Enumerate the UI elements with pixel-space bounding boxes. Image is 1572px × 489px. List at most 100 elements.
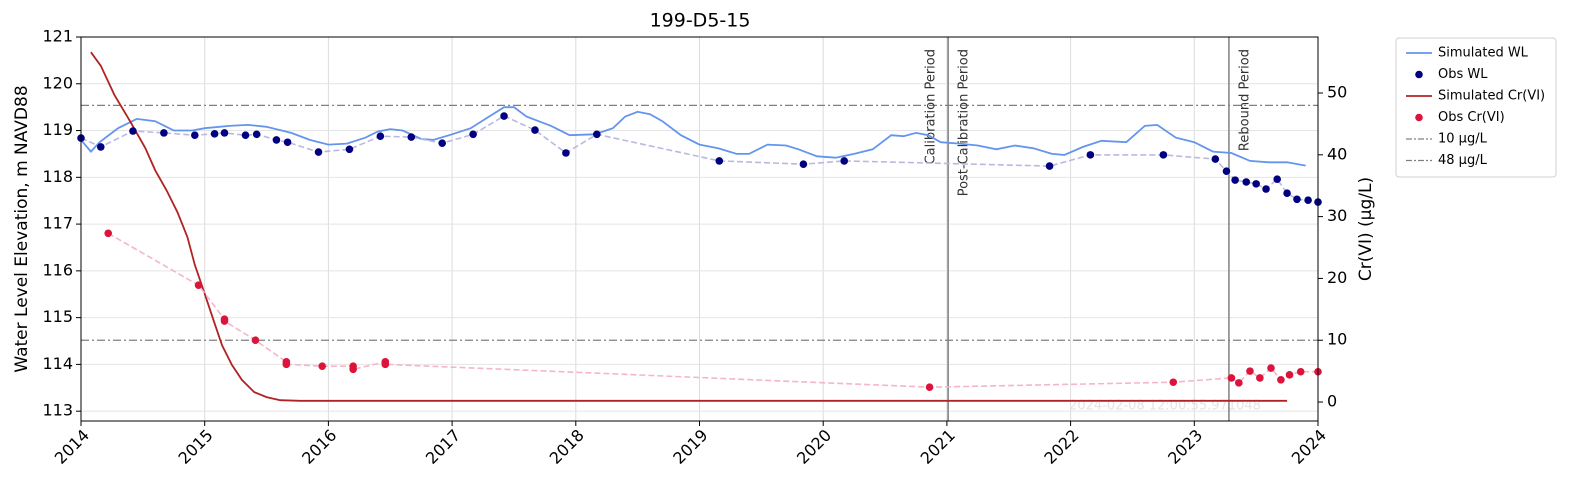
x-tick-label: 2015 [174,426,216,468]
y-tick-label: 115 [42,307,73,326]
point [104,229,113,238]
point [1159,151,1168,159]
point [220,129,229,137]
point [160,129,168,137]
point [469,130,477,139]
point [272,136,281,144]
point [282,360,291,369]
legend-label: Simulated WL [1438,46,1529,61]
point [345,145,354,154]
point [283,138,292,147]
y2-tick-label: 40 [1327,144,1347,163]
point [1086,151,1095,159]
point [252,130,261,139]
point [1296,367,1305,376]
series-line [81,106,1306,167]
point [593,130,601,139]
point [799,160,808,169]
point [381,360,390,369]
y-tick-label: 116 [42,260,73,279]
point [1235,379,1243,387]
point [562,149,570,157]
point [438,139,447,147]
point [715,157,724,165]
point [1256,374,1264,382]
y-axis-label: Water Level Elevation, m NAVD88 [12,85,32,372]
y-tick-label: 117 [42,214,73,233]
period-label: Post-Calibration Period [957,49,972,196]
point [1252,180,1260,188]
period-label: Rebound Period [1237,49,1252,151]
point [1222,167,1231,176]
point [1242,178,1251,186]
point [407,133,416,141]
y2-tick-label: 30 [1327,206,1347,225]
point [1045,162,1054,170]
x-tick-label: 2022 [1040,426,1082,468]
y2-tick-label: 10 [1327,330,1347,349]
legend-label: 10 µg/L [1438,132,1488,147]
point [376,132,385,140]
x-tick-label: 2024 [1288,426,1330,468]
x-tick-label: 2017 [422,426,464,468]
point [314,148,323,156]
point [210,130,219,138]
y2-tick-label: 20 [1327,268,1347,287]
point [129,127,137,135]
series-line [90,51,1288,402]
y2-tick-label: 0 [1327,392,1337,411]
point [220,317,229,325]
x-tick-label: 2016 [298,426,340,468]
point [1267,364,1275,372]
x-tick-label: 2021 [917,426,959,468]
y-tick-label: 120 [42,73,73,92]
point [1285,371,1294,379]
point [241,131,250,140]
y-tick-label: 121 [42,27,73,46]
chart-title: 199-D5-15 [650,10,751,32]
plot-frame [80,36,1319,422]
y2-tick-label: 50 [1327,82,1347,101]
point [1169,378,1178,387]
period-label: Calibration Period [924,49,939,164]
x-tick-label: 2019 [669,426,711,468]
point [194,281,203,290]
point [96,143,105,151]
x-tick-label: 2018 [546,426,588,468]
point [840,157,849,165]
y2-axis-label: Cr(VI) (µg/L) [1356,177,1376,281]
point [1211,155,1220,163]
legend-label: 48 µg/L [1438,153,1488,168]
y-tick-label: 114 [42,354,73,373]
point [349,365,357,374]
watermark: 2024-02-08 12:00:55.971048 [1069,399,1261,414]
point [191,131,199,140]
point [1283,189,1291,198]
connector-line [107,232,1318,389]
point [1304,196,1312,205]
point [1262,185,1270,193]
point [1277,375,1285,384]
y-tick-label: 113 [42,401,73,420]
legend-swatch [1415,70,1423,79]
legend-label: Simulated Cr(VI) [1438,89,1545,104]
point [1227,374,1236,382]
point [1273,175,1281,183]
legend-label: Obs WL [1438,67,1488,82]
legend-label: Obs Cr(VI) [1438,110,1505,125]
point [925,383,934,391]
legend-box [1395,37,1557,178]
point [500,112,508,120]
y-tick-label: 118 [42,167,73,186]
point [1246,367,1254,375]
point [531,126,539,134]
x-tick-label: 2014 [51,426,93,468]
legend-swatch [1415,113,1423,122]
x-tick-label: 2020 [793,426,835,468]
y-tick-label: 119 [42,120,73,139]
point [251,336,260,345]
point [1231,176,1239,184]
point [318,362,327,370]
x-tick-label: 2023 [1164,426,1206,468]
